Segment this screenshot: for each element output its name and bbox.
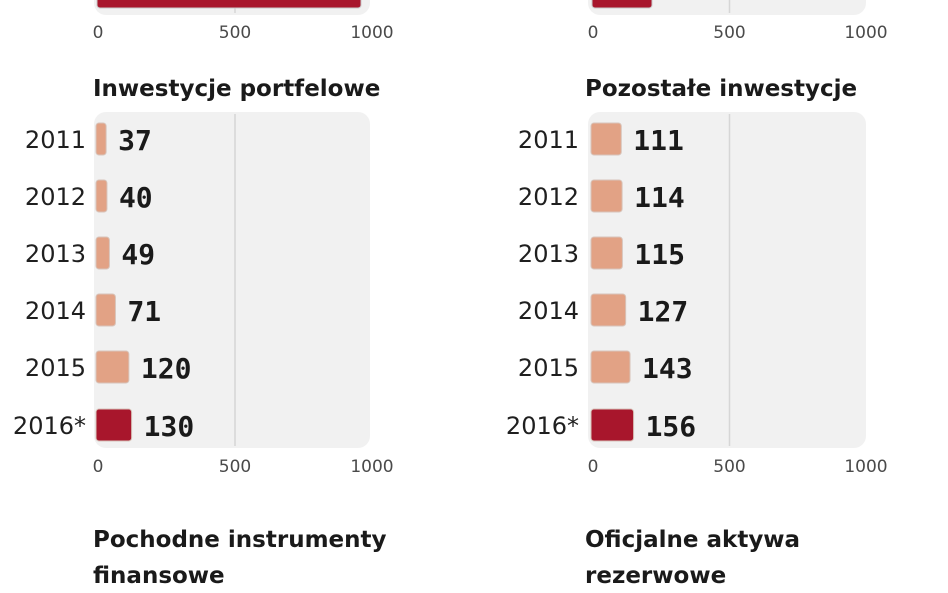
bar — [590, 408, 635, 442]
tick-label: 500 — [219, 23, 251, 43]
chart-title-line: finansowe — [93, 563, 225, 589]
chart-title: Inwestycje portfelowe — [93, 76, 380, 102]
tick-label: 500 — [713, 457, 745, 477]
data-label: 120 — [141, 352, 192, 385]
category-label: 2013 — [25, 240, 86, 268]
tick-label: 0 — [93, 457, 104, 477]
chart-title-line: rezerwowe — [585, 563, 726, 589]
data-label: 37 — [118, 124, 152, 157]
category-label: 2012 — [25, 183, 86, 211]
tick-label: 0 — [588, 457, 599, 477]
bar — [590, 179, 623, 213]
category-label: 2015 — [25, 354, 86, 382]
plot-background — [588, 0, 866, 15]
chart-title-line: Pochodne instrumenty — [93, 527, 387, 553]
plot-background — [588, 112, 866, 448]
tick-label: 1000 — [350, 457, 393, 477]
bar — [590, 236, 623, 270]
data-label: 143 — [642, 352, 693, 385]
bar — [590, 293, 627, 327]
bar — [590, 350, 631, 384]
bar — [95, 293, 116, 327]
tick-label: 0 — [588, 23, 599, 43]
chart-title-line: Oficjalne aktywa — [585, 527, 800, 553]
bar-cropped — [96, 0, 362, 9]
data-label: 127 — [638, 295, 689, 328]
bar — [95, 408, 133, 442]
tick-label: 1000 — [844, 23, 887, 43]
data-label: 115 — [634, 238, 685, 271]
tick-label: 1000 — [350, 23, 393, 43]
category-label: 2012 — [518, 183, 579, 211]
data-label: 156 — [646, 410, 697, 443]
data-label: 114 — [634, 181, 685, 214]
tick-label: 500 — [713, 23, 745, 43]
tick-label: 0 — [93, 23, 104, 43]
bar — [590, 122, 622, 156]
category-label: 2015 — [518, 354, 579, 382]
category-label: 2014 — [518, 297, 579, 325]
bar — [95, 236, 110, 270]
category-label: 2013 — [518, 240, 579, 268]
category-label: 2016* — [13, 412, 86, 440]
tick-label: 500 — [219, 457, 251, 477]
bar — [95, 350, 130, 384]
chart-title: Pozostałe inwestycje — [585, 76, 857, 102]
data-label: 71 — [127, 295, 161, 328]
category-label: 2016* — [506, 412, 579, 440]
data-label: 111 — [633, 124, 684, 157]
bar — [95, 179, 108, 213]
tick-label: 1000 — [844, 457, 887, 477]
bar — [95, 122, 107, 156]
data-label: 130 — [144, 410, 195, 443]
category-label: 2011 — [25, 126, 86, 154]
category-label: 2011 — [518, 126, 579, 154]
data-label: 49 — [121, 238, 155, 271]
plot-background — [94, 112, 370, 448]
bar-cropped — [591, 0, 653, 9]
category-label: 2014 — [25, 297, 86, 325]
data-label: 40 — [119, 181, 153, 214]
